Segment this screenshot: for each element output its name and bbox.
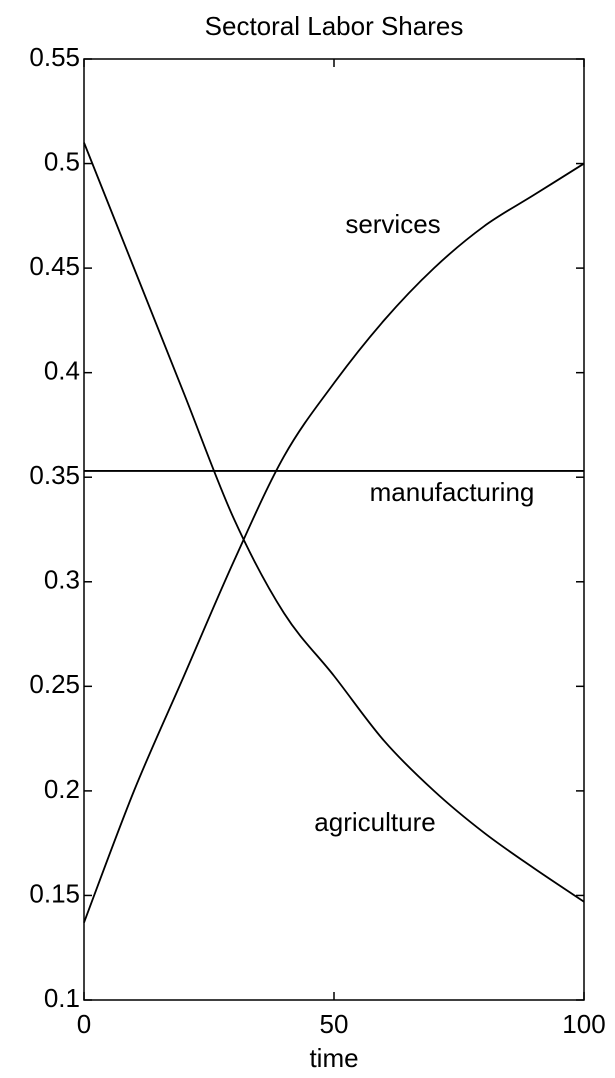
- y-tick-label: 0.55: [29, 42, 80, 72]
- y-tick-label: 0.1: [44, 983, 80, 1013]
- series-label: manufacturing: [370, 477, 535, 507]
- x-tick-label: 100: [562, 1009, 605, 1039]
- y-tick-label: 0.15: [29, 878, 80, 908]
- y-tick-label: 0.2: [44, 774, 80, 804]
- series-label: services: [345, 209, 440, 239]
- y-tick-label: 0.3: [44, 565, 80, 595]
- series-line: [83, 142, 585, 903]
- y-tick-label: 0.5: [44, 146, 80, 176]
- x-tick-label: 50: [320, 1009, 349, 1039]
- chart-title: Sectoral Labor Shares: [205, 11, 464, 41]
- series-label: agriculture: [314, 807, 435, 837]
- x-axis-label: time: [309, 1043, 358, 1073]
- y-tick-label: 0.35: [29, 460, 80, 490]
- series-line: [83, 162, 585, 923]
- plot-frame: [83, 58, 585, 1001]
- x-tick-label: 0: [77, 1009, 91, 1039]
- y-tick-label: 0.45: [29, 251, 80, 281]
- y-tick-label: 0.25: [29, 669, 80, 699]
- y-tick-label: 0.4: [44, 356, 80, 386]
